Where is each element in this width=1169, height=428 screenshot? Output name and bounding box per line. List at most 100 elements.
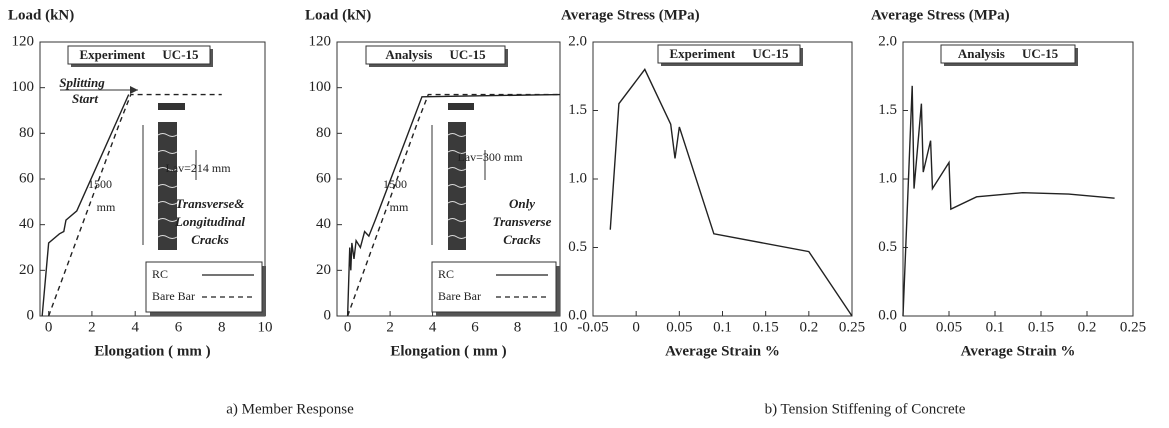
annotation: Longitudinal	[174, 214, 245, 229]
y-tick-label: 80	[19, 125, 34, 141]
y-tick-label: 100	[12, 79, 35, 95]
label-box	[657, 44, 801, 64]
annotation: Lav=214 mm	[165, 161, 231, 175]
y-tick-label: 20	[19, 262, 34, 278]
box-label: Experiment UC-15	[669, 46, 789, 61]
x-tick-label: 6	[175, 319, 183, 335]
legend-label: Bare Bar	[152, 289, 195, 303]
x-tick-label: 0	[899, 319, 907, 335]
series-line	[902, 85, 1115, 317]
crack	[157, 201, 178, 205]
x-tick-label: 0.15	[753, 319, 779, 335]
crack	[157, 150, 178, 154]
x-tick-label: 4	[429, 319, 437, 335]
y-tick-label: 1.5	[878, 102, 897, 118]
annotation: Transverse&	[176, 196, 245, 211]
annotation: 1500	[383, 177, 407, 191]
y-tick-label: 0	[27, 307, 35, 323]
box-label: Analysis UC-15	[385, 47, 486, 62]
annotation: Cracks	[191, 232, 229, 247]
crack	[157, 218, 178, 222]
y-axis-title: Average Stress (MPa)	[871, 7, 1010, 23]
y-tick-label: 0	[324, 307, 332, 323]
y-tick-label: 120	[12, 33, 35, 49]
crack	[447, 133, 467, 137]
legend	[145, 261, 263, 313]
crack	[447, 184, 467, 188]
annotation: 1500	[88, 177, 112, 191]
y-axis-title: Load (kN)	[305, 7, 371, 23]
y-tick-label: 0.5	[878, 239, 897, 255]
annotation: Splitting	[59, 75, 105, 90]
y-tick-label: 1.0	[568, 170, 587, 186]
specimen-cap	[158, 103, 185, 110]
box-label: Experiment UC-15	[79, 47, 199, 62]
x-axis-title: Average Strain %	[665, 343, 780, 359]
y-tick-label: 80	[316, 125, 331, 141]
y-tick-label: 0.5	[568, 239, 587, 255]
y-tick-label: 40	[19, 216, 34, 232]
annotation: Start	[72, 91, 98, 106]
y-tick-label: 2.0	[568, 33, 587, 49]
x-axis-title: Elongation ( mm )	[390, 343, 506, 359]
y-tick-label: 0.0	[878, 307, 897, 323]
x-tick-label: 8	[218, 319, 226, 335]
x-tick-label: 0.25	[1120, 319, 1146, 335]
series-line	[346, 93, 561, 317]
x-axis-title: Elongation ( mm )	[94, 343, 210, 359]
crack	[447, 167, 467, 171]
x-tick-label: 0.05	[936, 319, 962, 335]
x-tick-label: -0.05	[577, 319, 608, 335]
x-tick-label: 0.1	[713, 319, 732, 335]
x-tick-label: 4	[131, 319, 139, 335]
x-tick-label: 10	[258, 319, 273, 335]
y-axis-title: Load (kN)	[8, 7, 74, 23]
y-tick-label: 120	[309, 33, 332, 49]
specimen-cap	[448, 103, 474, 110]
caption: a) Member Response	[226, 401, 354, 417]
crack	[447, 235, 467, 239]
x-tick-label: 8	[514, 319, 522, 335]
y-tick-label: 60	[19, 170, 34, 186]
y-tick-label: 100	[309, 79, 332, 95]
plot-frame	[902, 41, 1134, 317]
x-tick-label: 0.2	[799, 319, 818, 335]
legend-label: Bare Bar	[438, 289, 481, 303]
annotation: Transverse	[493, 214, 552, 229]
label-box	[940, 44, 1076, 64]
crack	[447, 218, 467, 222]
x-tick-label: 0	[632, 319, 640, 335]
y-tick-label: 60	[316, 170, 331, 186]
y-tick-label: 20	[316, 262, 331, 278]
y-tick-label: 40	[316, 216, 331, 232]
x-tick-label: 2	[386, 319, 394, 335]
x-tick-label: 0	[45, 319, 53, 335]
annotation: mm	[97, 200, 116, 214]
label-box	[67, 45, 211, 65]
x-axis-title: Average Strain %	[961, 343, 1076, 359]
x-tick-label: 0.05	[666, 319, 692, 335]
x-tick-label: 6	[471, 319, 479, 335]
series-line	[47, 93, 222, 317]
crack	[157, 235, 178, 239]
label-box	[365, 45, 506, 65]
x-tick-label: 0.25	[839, 319, 865, 335]
caption: b) Tension Stiffening of Concrete	[765, 401, 966, 417]
x-tick-label: 0.2	[1078, 319, 1097, 335]
y-tick-label: 2.0	[878, 33, 897, 49]
y-tick-label: 1.5	[568, 102, 587, 118]
crack	[157, 184, 178, 188]
box-label: Analysis UC-15	[958, 46, 1059, 61]
x-tick-label: 2	[88, 319, 96, 335]
series-line	[41, 94, 130, 317]
crack	[447, 150, 467, 154]
annotation: mm	[390, 200, 409, 214]
annotation: Only	[509, 196, 535, 211]
y-tick-label: 1.0	[878, 170, 897, 186]
plot-frame	[592, 41, 853, 317]
series-line	[609, 68, 853, 317]
arrow-head	[130, 86, 138, 94]
y-axis-title: Average Stress (MPa)	[561, 7, 700, 23]
x-tick-label: 0.1	[986, 319, 1005, 335]
